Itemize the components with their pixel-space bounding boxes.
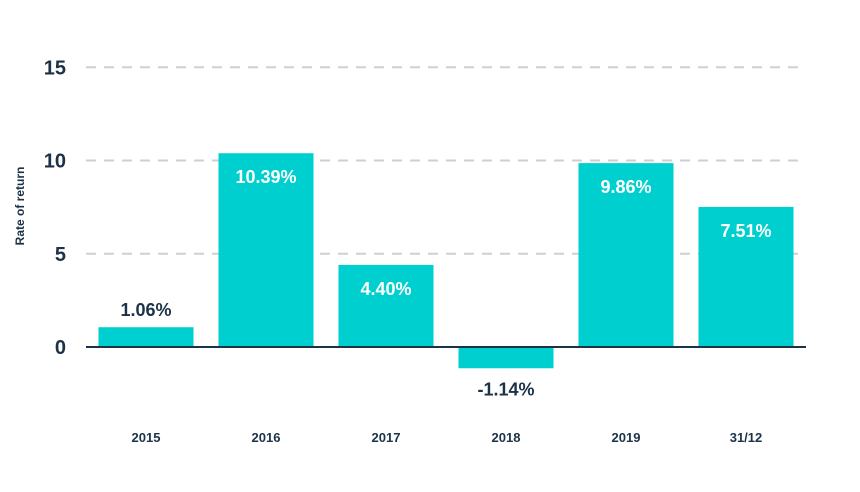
bar xyxy=(458,347,554,369)
x-category-label: 2015 xyxy=(132,430,161,445)
bar xyxy=(698,206,794,347)
bar xyxy=(338,264,434,347)
y-tick-label: 15 xyxy=(44,57,66,79)
y-axis-label: Rate of return xyxy=(13,167,27,246)
x-category-label: 31/12 xyxy=(730,430,763,445)
bar xyxy=(578,163,674,347)
data-label: 7.51% xyxy=(720,221,771,241)
x-category-label: 2019 xyxy=(612,430,641,445)
x-category-label: 2018 xyxy=(492,430,521,445)
data-labels: 1.06% 10.39% 4.40% -1.14% 9.86% 7.51% xyxy=(120,167,771,399)
x-category-label: 2017 xyxy=(372,430,401,445)
data-label: 1.06% xyxy=(120,300,171,320)
data-label: -1.14% xyxy=(477,379,534,399)
y-tick-label: 10 xyxy=(44,151,66,173)
grid-lines xyxy=(86,66,806,255)
y-axis-ticks: 0 5 10 15 xyxy=(44,57,66,359)
bar xyxy=(218,153,314,347)
bars xyxy=(98,153,794,369)
bar xyxy=(98,327,194,347)
y-tick-label: 5 xyxy=(55,244,66,266)
data-label: 9.86% xyxy=(600,177,651,197)
y-tick-label: 0 xyxy=(55,337,66,359)
x-category-label: 2016 xyxy=(252,430,281,445)
data-label: 10.39% xyxy=(235,167,296,187)
x-axis-categories: 2015 2016 2017 2018 2019 31/12 xyxy=(132,430,763,445)
data-label: 4.40% xyxy=(360,279,411,299)
